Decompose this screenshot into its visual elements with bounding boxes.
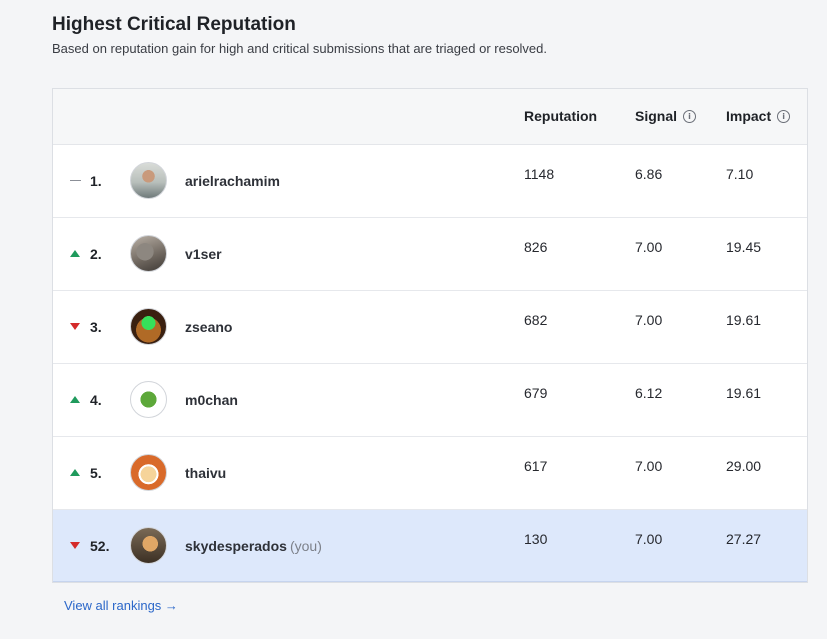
username-text: skydesperados bbox=[185, 538, 287, 554]
column-header-impact: Impact i bbox=[726, 108, 791, 124]
avatar[interactable] bbox=[130, 162, 167, 199]
rank-number: 4. bbox=[90, 392, 102, 408]
reputation-value: 130 bbox=[524, 531, 548, 547]
rank-number: 3. bbox=[90, 319, 102, 335]
avatar[interactable] bbox=[130, 235, 167, 272]
impact-value: 19.61 bbox=[726, 312, 762, 328]
avatar[interactable] bbox=[130, 527, 167, 564]
rank-number: 52. bbox=[90, 538, 110, 554]
you-label: (you) bbox=[289, 538, 322, 554]
table-row: 3. zseano 682 7.00 19.61 bbox=[53, 291, 807, 364]
username-link[interactable]: m0chan bbox=[185, 392, 238, 408]
table-row: 1. arielrachamim 1148 6.86 7.10 bbox=[53, 145, 807, 218]
trend-down-icon bbox=[70, 323, 80, 330]
column-header-reputation: Reputation bbox=[524, 108, 597, 124]
signal-value: 7.00 bbox=[635, 239, 663, 255]
page-subtitle: Based on reputation gain for high and cr… bbox=[52, 41, 548, 56]
username-link[interactable]: zseano bbox=[185, 319, 233, 335]
signal-value: 7.00 bbox=[635, 312, 663, 328]
reputation-value: 679 bbox=[524, 385, 548, 401]
username-link[interactable]: v1ser bbox=[185, 246, 222, 262]
table-row: 4. m0chan 679 6.12 19.61 bbox=[53, 364, 807, 437]
impact-value: 19.45 bbox=[726, 239, 762, 255]
impact-value: 29.00 bbox=[726, 458, 762, 474]
page-title: Highest Critical Reputation bbox=[52, 14, 296, 35]
reputation-value: 1148 bbox=[524, 166, 555, 182]
impact-value: 27.27 bbox=[726, 531, 762, 547]
rank-number: 2. bbox=[90, 246, 102, 262]
view-all-rankings-link[interactable]: View all rankings → bbox=[64, 598, 178, 613]
column-label-impact: Impact bbox=[726, 108, 772, 124]
username-link[interactable]: arielrachamim bbox=[185, 173, 280, 189]
avatar[interactable] bbox=[130, 381, 167, 418]
signal-value: 7.00 bbox=[635, 531, 663, 547]
info-icon[interactable]: i bbox=[683, 109, 697, 123]
avatar[interactable] bbox=[130, 454, 167, 491]
signal-value: 6.86 bbox=[635, 166, 663, 182]
table-header: Reputation Signal i Impact i bbox=[53, 89, 807, 145]
rank-number: 5. bbox=[90, 465, 102, 481]
reputation-value: 826 bbox=[524, 239, 548, 255]
trend-up-icon bbox=[70, 250, 80, 257]
avatar[interactable] bbox=[130, 308, 167, 345]
reputation-value: 682 bbox=[524, 312, 548, 328]
username-link[interactable]: thaivu bbox=[185, 465, 227, 481]
ranking-table: Reputation Signal i Impact i 1. arielrac… bbox=[52, 88, 808, 583]
column-label-signal: Signal bbox=[635, 108, 678, 124]
trend-down-icon bbox=[70, 542, 80, 549]
trend-unchanged-icon bbox=[70, 180, 81, 181]
table-row: 2. v1ser 826 7.00 19.45 bbox=[53, 218, 807, 291]
table-row-current-user: 52. skydesperados (you) 130 7.00 27.27 bbox=[53, 510, 807, 582]
trend-up-icon bbox=[70, 396, 80, 403]
column-label-reputation: Reputation bbox=[524, 108, 598, 124]
trend-up-icon bbox=[70, 469, 80, 476]
column-header-signal: Signal i bbox=[635, 108, 697, 124]
impact-value: 7.10 bbox=[726, 166, 754, 182]
rank-number: 1. bbox=[90, 173, 102, 189]
info-icon[interactable]: i bbox=[777, 109, 791, 123]
reputation-value: 617 bbox=[524, 458, 548, 474]
impact-value: 19.61 bbox=[726, 385, 762, 401]
signal-value: 7.00 bbox=[635, 458, 663, 474]
signal-value: 6.12 bbox=[635, 385, 663, 401]
username-link[interactable]: skydesperados (you) bbox=[185, 538, 322, 554]
table-row: 5. thaivu 617 7.00 29.00 bbox=[53, 437, 807, 510]
